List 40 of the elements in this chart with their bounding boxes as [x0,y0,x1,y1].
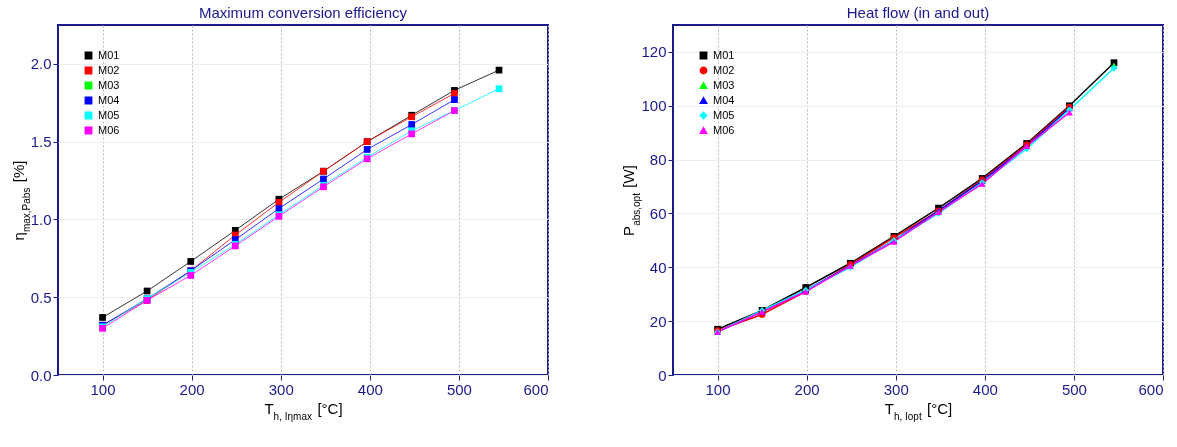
x-tick-label: 100 [705,380,731,398]
y-tick-label: 120 [641,43,667,61]
legend-label: M02 [713,63,735,76]
x-tick-label: 200 [179,380,205,398]
legend-label: M05 [713,108,735,121]
y-tick-label: 80 [649,151,667,169]
chart-title: Maximum conversion efficiency [198,4,408,21]
x-axis-title: T$_{h, Iηmax}$ [°C] [264,399,343,421]
x-tick-label: 300 [268,380,294,398]
y-tick-label: 1.0 [30,210,52,228]
legend-label: M04 [98,93,120,106]
legend-label: M06 [98,123,120,136]
x-tick-label: 500 [446,380,472,398]
legend-label: M01 [713,48,735,61]
x-axis-title: T$_{h, Iopt}$ [°C] [884,399,953,421]
x-tick-label: 600 [523,380,549,398]
y-tick-label: 20 [649,312,667,330]
legend-label: M06 [713,123,735,136]
x-tick-label: 300 [883,380,909,398]
y-tick-label: 100 [641,97,667,115]
x-tick-label: 400 [972,380,998,398]
y-tick-label: 40 [649,258,667,276]
x-tick-label: 100 [90,380,116,398]
y-tick-label: 1.5 [30,133,52,151]
x-tick-label: 200 [794,380,820,398]
y-tick-label: 2.0 [30,55,52,73]
y-tick-label: 0.5 [30,288,52,306]
legend-label: M03 [713,78,735,91]
legend-label: M05 [98,108,120,121]
y-tick-label: 60 [649,204,667,222]
x-tick-label: 400 [357,380,383,398]
x-tick-label: 500 [1061,380,1087,398]
y-tick-label: 0.0 [30,366,52,384]
legend-label: M01 [98,48,120,61]
legend-label: M02 [98,63,120,76]
legend-label: M04 [713,93,735,106]
chart-title: Heat flow (in and out) [846,4,990,21]
legend-label: M03 [98,78,120,91]
x-tick-label: 600 [1138,380,1164,398]
y-tick-label: 0 [658,366,667,384]
